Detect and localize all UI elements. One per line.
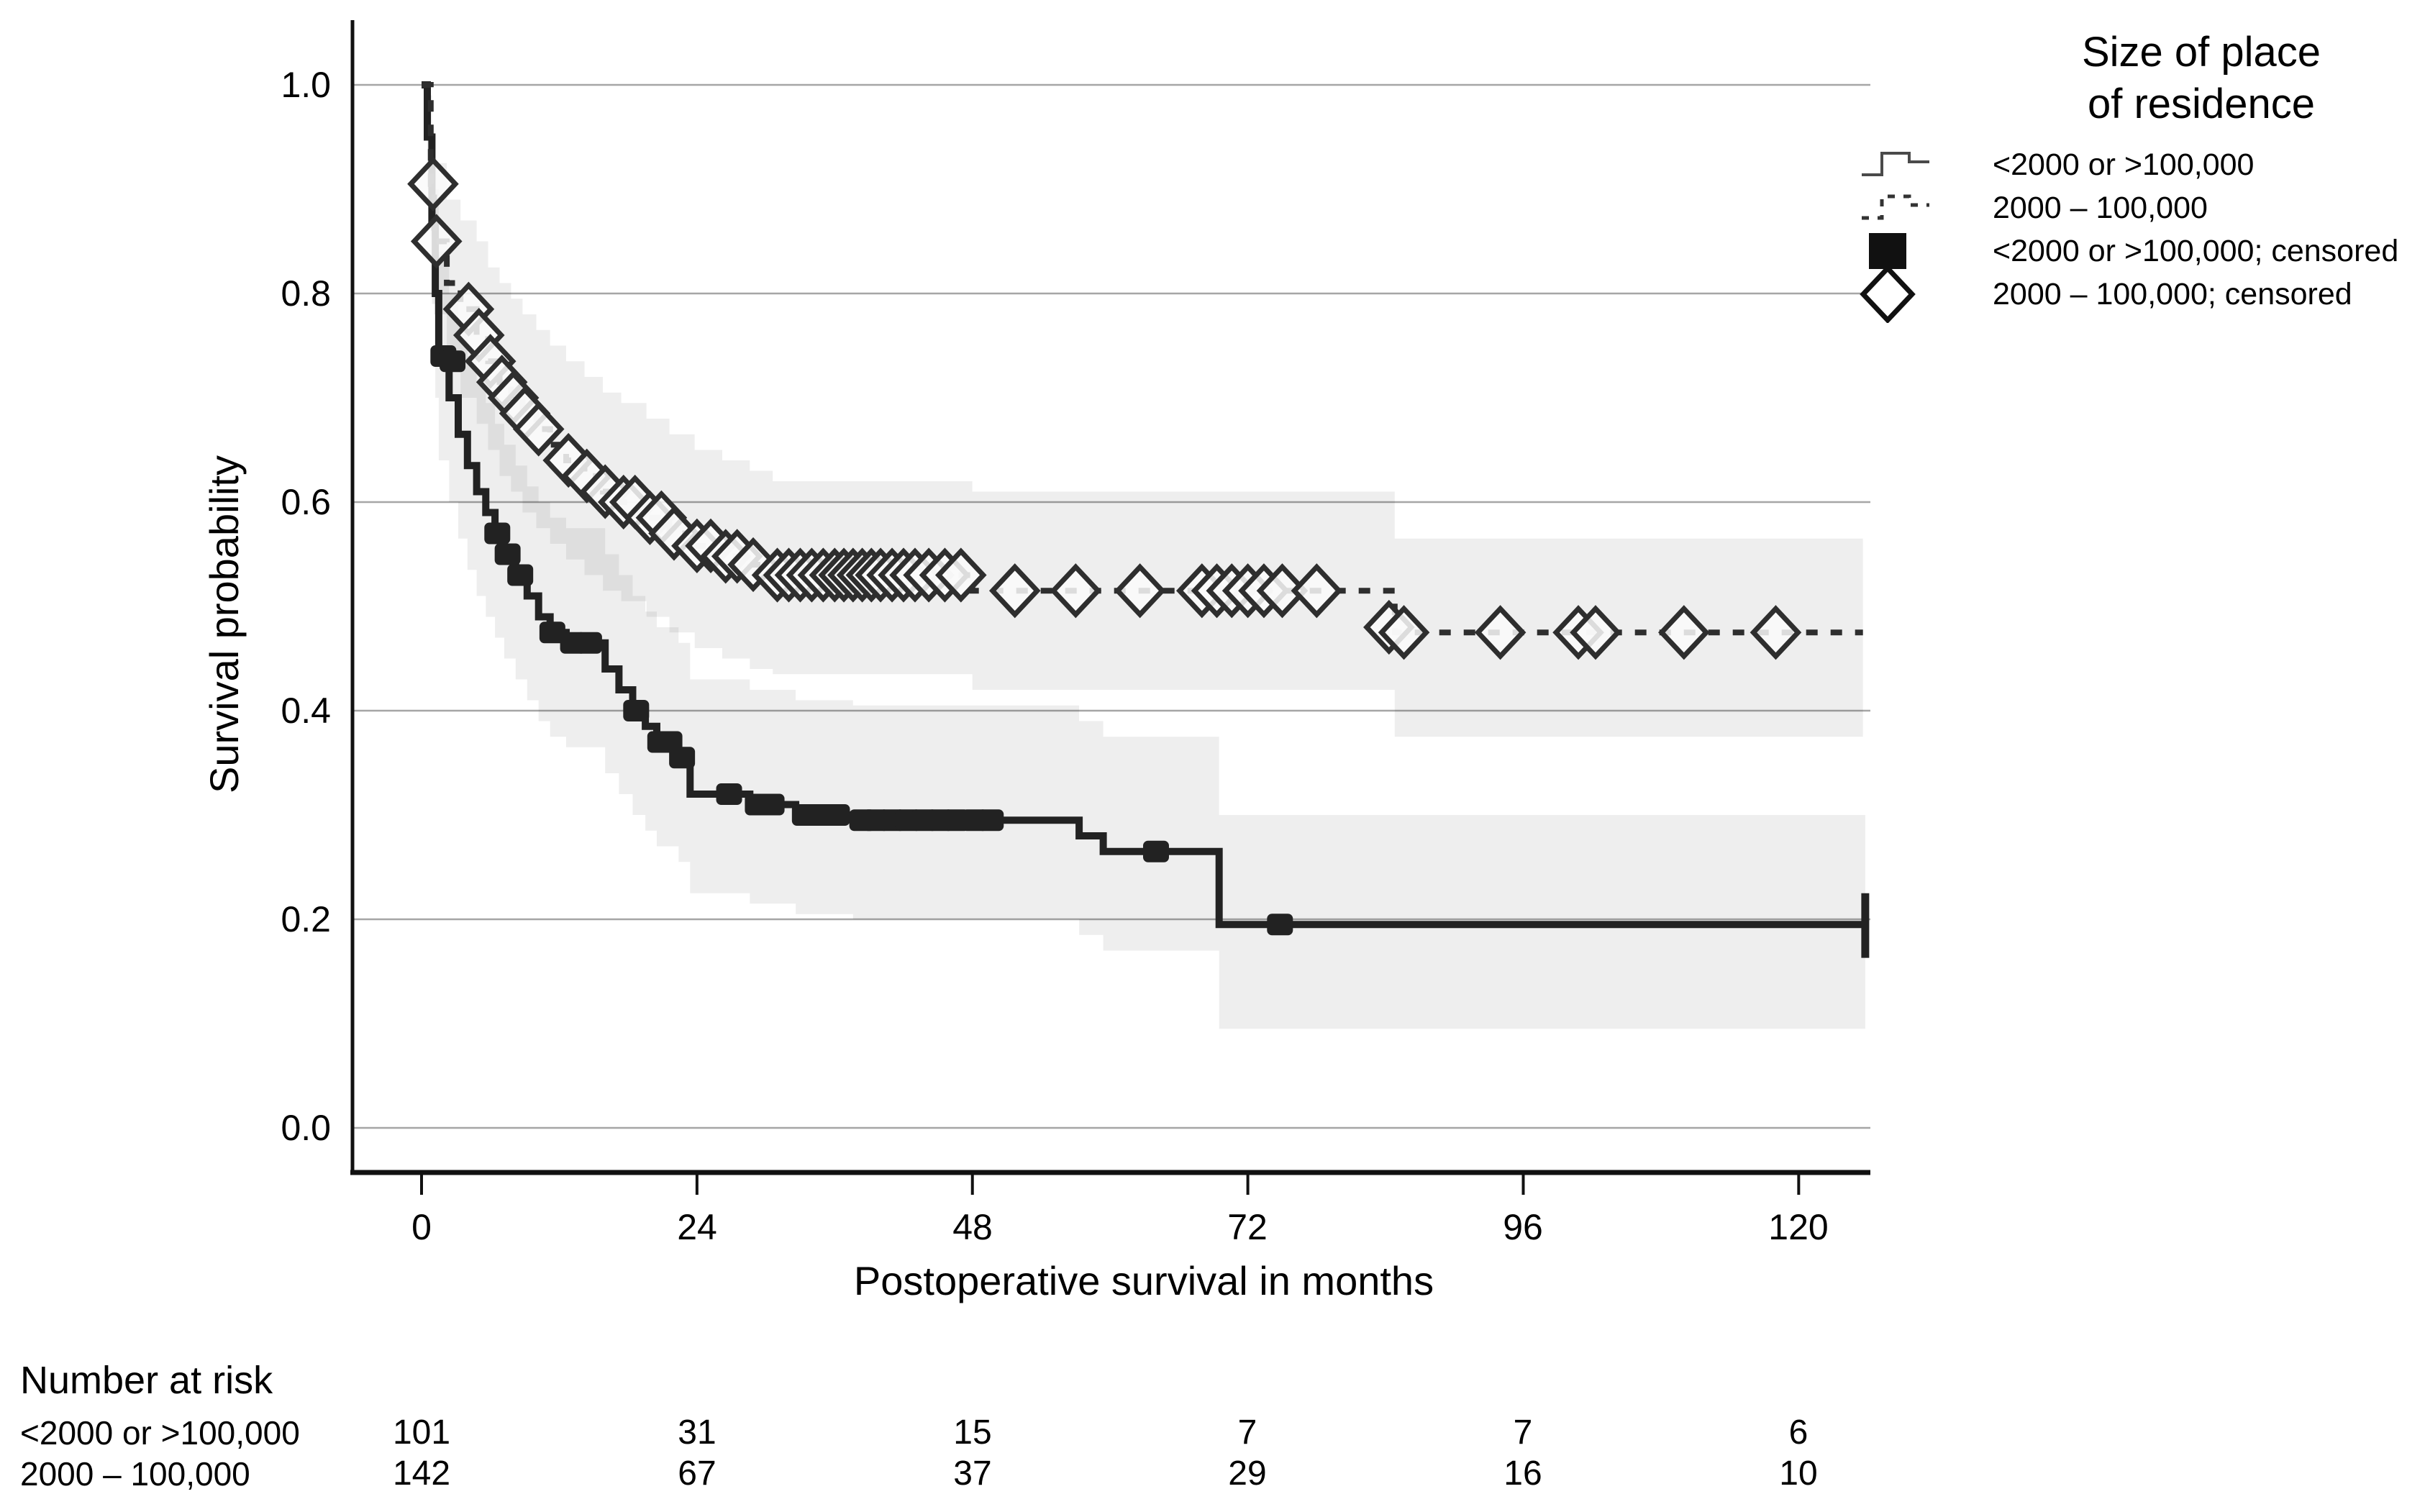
x-tick-label: 48 bbox=[952, 1207, 993, 1247]
legend-entry-dashed: 2000 – 100,000 bbox=[1859, 184, 2208, 232]
y-tick-label: 0.6 bbox=[281, 482, 331, 522]
censor-diamond bbox=[1291, 563, 1343, 619]
risk-value: 29 bbox=[1228, 1454, 1267, 1493]
legend-entry-label: 2000 – 100,000 bbox=[1993, 191, 2208, 225]
censor-square bbox=[623, 700, 650, 721]
legend-entry-dashed-censored: 2000 – 100,000; censored bbox=[1859, 265, 2352, 323]
censor-diamond bbox=[410, 214, 463, 269]
risk-value: 31 bbox=[678, 1413, 716, 1452]
y-tick-label: 0.0 bbox=[281, 1108, 331, 1148]
censor-square bbox=[507, 564, 534, 586]
legend-entry-label: <2000 or >100,000; censored bbox=[1993, 234, 2399, 268]
censor-diamond bbox=[934, 547, 987, 603]
risk-value: 142 bbox=[392, 1454, 451, 1493]
legend-entry-solid: <2000 or >100,000 bbox=[1859, 141, 2254, 188]
censor-diamond bbox=[1050, 563, 1102, 619]
risk-value: 15 bbox=[953, 1413, 992, 1452]
censor-diamond bbox=[512, 401, 565, 457]
censor-square bbox=[978, 809, 1004, 832]
censor-diamond bbox=[1114, 563, 1166, 619]
censor-square bbox=[758, 793, 785, 816]
risk-value: 10 bbox=[1779, 1454, 1818, 1493]
x-tick-label: 96 bbox=[1503, 1207, 1543, 1247]
y-axis-title: Survival probability bbox=[201, 455, 247, 793]
censor-diamond bbox=[1750, 605, 1802, 660]
risk-row-label: 2000 – 100,000 bbox=[20, 1455, 250, 1493]
censor-diamond bbox=[988, 563, 1041, 619]
censor-diamond bbox=[407, 156, 459, 211]
x-tick-label: 120 bbox=[1768, 1207, 1829, 1247]
censor-diamond bbox=[1378, 605, 1430, 660]
legend-entry-label: 2000 – 100,000; censored bbox=[1993, 277, 2352, 311]
legend-entry-label: <2000 or >100,000 bbox=[1993, 147, 2255, 182]
risk-value: 16 bbox=[1503, 1454, 1542, 1493]
censor-square bbox=[575, 632, 602, 654]
censor-square bbox=[1267, 914, 1293, 936]
legend-entry-solid-censored: <2000 or >100,000; censored bbox=[1859, 227, 2398, 275]
censor-square bbox=[539, 621, 565, 644]
censor-square bbox=[669, 747, 696, 769]
censor-diamond bbox=[1474, 605, 1527, 660]
risk-value: 101 bbox=[392, 1413, 451, 1452]
dashed-step-line-icon bbox=[1859, 186, 1993, 229]
censor-diamond bbox=[1658, 605, 1710, 660]
censor-square bbox=[484, 522, 511, 545]
censor-square bbox=[440, 350, 466, 373]
risk-value: 7 bbox=[1513, 1413, 1533, 1452]
censor-diamond bbox=[1570, 605, 1621, 660]
censor-square bbox=[1142, 840, 1169, 862]
risk-row-label: <2000 or >100,000 bbox=[20, 1414, 300, 1452]
y-tick-label: 1.0 bbox=[281, 65, 331, 105]
x-tick-label: 72 bbox=[1227, 1207, 1268, 1247]
legend-title-line1: Size of place bbox=[2081, 29, 2321, 76]
ci-band-small-or-large bbox=[422, 85, 1865, 1029]
risk-value: 37 bbox=[953, 1454, 992, 1493]
x-axis-title: Postoperative survival in months bbox=[853, 1258, 1434, 1303]
censor-square bbox=[824, 804, 850, 826]
x-tick-label: 24 bbox=[677, 1207, 717, 1247]
risk-value: 6 bbox=[1788, 1413, 1808, 1452]
y-tick-label: 0.4 bbox=[281, 691, 331, 731]
risk-value: 67 bbox=[678, 1454, 716, 1493]
legend-title-line2: of residence bbox=[2088, 81, 2315, 127]
censor-square bbox=[494, 543, 521, 565]
censor-square bbox=[716, 783, 742, 805]
number-at-risk-header: Number at risk bbox=[20, 1359, 273, 1402]
y-tick-label: 0.2 bbox=[281, 899, 331, 939]
risk-value: 7 bbox=[1237, 1413, 1257, 1452]
x-tick-label: 0 bbox=[411, 1207, 432, 1247]
solid-step-line-icon bbox=[1859, 143, 1993, 186]
filled-square-icon bbox=[1859, 229, 1993, 273]
censor-diamond bbox=[1256, 563, 1309, 619]
open-diamond-icon bbox=[1859, 265, 1993, 323]
y-tick-label: 0.8 bbox=[281, 273, 331, 314]
